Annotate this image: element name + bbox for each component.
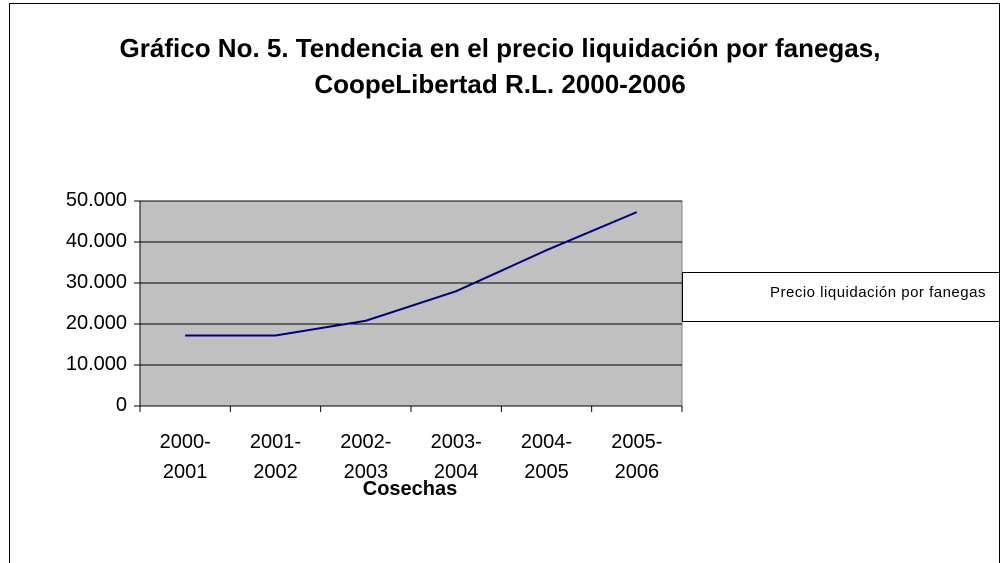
y-tick-label: 20.000 — [65, 312, 127, 334]
chart-title: Gráfico No. 5. Tendencia en el precio li… — [119, 33, 881, 99]
x-tick-label: 2001-2002 — [249, 431, 302, 483]
x-tick-label: 2002-2003 — [340, 431, 392, 483]
legend — [682, 272, 1000, 322]
line — [185, 211, 638, 337]
plot-area — [139, 200, 683, 407]
y-tick-label: 10.000 — [65, 353, 127, 375]
x-tick-label: 2003-2004 — [430, 431, 482, 483]
x-tick-label: 2000-2001 — [159, 431, 211, 483]
x-tick-label: 2004-2005 — [520, 431, 573, 483]
y-tick-label: 0 — [115, 394, 127, 416]
x-tick-label: 2005-2006 — [611, 431, 663, 483]
y-tick-label: 30.000 — [65, 271, 127, 293]
y-tick-label: 40.000 — [65, 230, 127, 252]
legend-label: Precio liquidación por fanegas — [770, 284, 986, 301]
y-tick-label: 50.000 — [65, 189, 127, 211]
x-axis-title: Cosechas — [362, 478, 458, 500]
